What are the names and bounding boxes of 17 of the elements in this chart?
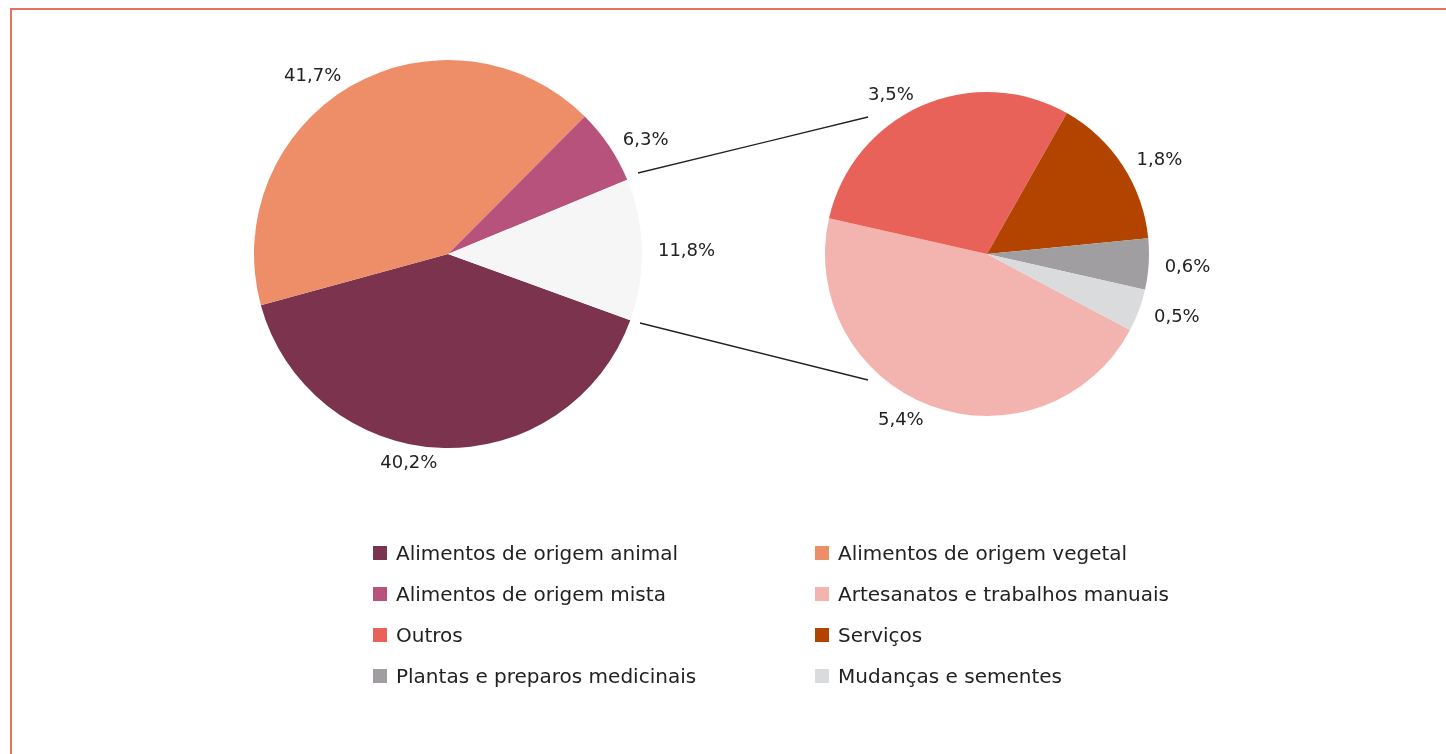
legend-label: Alimentos de origem animal xyxy=(396,541,679,565)
legend-label: Plantas e preparos medicinais xyxy=(396,664,697,688)
legend-label: Alimentos de origem mista xyxy=(396,582,666,606)
legend-label: Artesanatos e trabalhos manuais xyxy=(838,582,1170,606)
data-label: 0,5% xyxy=(1153,304,1200,326)
data-label: 41,7% xyxy=(284,63,342,85)
legend-label: Outros xyxy=(396,623,463,647)
data-label: 0,6% xyxy=(1164,254,1211,276)
data-label: 5,4% xyxy=(877,408,924,430)
data-label: 40,2% xyxy=(380,451,438,473)
data-label: 1,8% xyxy=(1136,147,1183,169)
data-label: 3,5% xyxy=(868,82,914,104)
legend-label: Mudanças e sementes xyxy=(838,664,1063,688)
data-label: 6,3% xyxy=(622,127,669,149)
legend-label: Serviços xyxy=(838,623,923,647)
data-label: 11,8% xyxy=(657,239,716,260)
legend-label: Alimentos de origem vegetal xyxy=(838,541,1128,565)
